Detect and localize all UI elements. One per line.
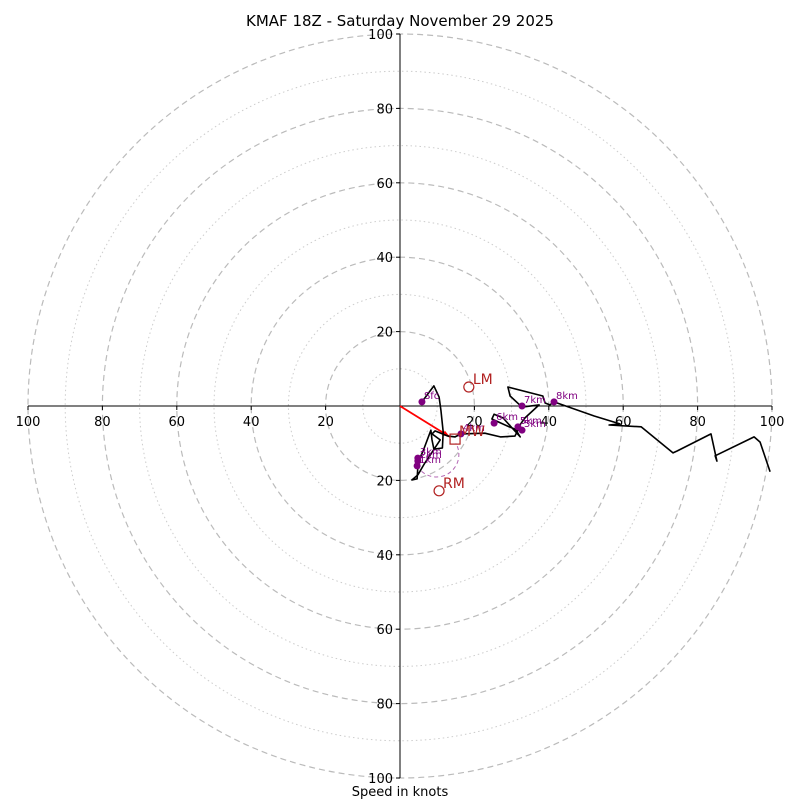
y-tick-label: 100 xyxy=(368,28,393,43)
storm-motion-mw-label: MW xyxy=(459,424,485,440)
y-tick-label: 100 xyxy=(368,772,393,787)
storm-motion-lm-marker xyxy=(463,381,475,393)
height-marker-Sfc xyxy=(418,398,426,406)
height-label-1km: 1km xyxy=(419,455,441,466)
storm-motion-mw-marker xyxy=(449,433,461,445)
height-label-5km: 5km xyxy=(524,419,546,430)
chart-title: KMAF 18Z - Saturday November 29 2025 xyxy=(246,12,554,30)
hodograph-trace xyxy=(411,385,771,481)
x-tick-label: 40 xyxy=(243,415,260,430)
storm-motion-lm-label: LM xyxy=(473,372,493,388)
x-tick-label: 100 xyxy=(16,415,41,430)
height-label-2km: 2km xyxy=(420,450,442,461)
storm-motion-rm-label: RM xyxy=(443,476,465,492)
x-tick-label: 100 xyxy=(760,415,785,430)
x-tick-label: 20 xyxy=(466,415,483,430)
height-label-5km: 5km xyxy=(520,416,542,427)
x-tick-label: 20 xyxy=(317,415,334,430)
x-axis-label: Speed in knots xyxy=(352,785,449,800)
y-tick-label: 60 xyxy=(376,623,393,638)
y-tick-label: 20 xyxy=(376,326,393,341)
height-marker-5km xyxy=(518,426,526,434)
height-label-4km: 4km xyxy=(463,423,485,434)
x-tick-label: 60 xyxy=(169,415,186,430)
y-tick-label: 80 xyxy=(376,698,393,713)
height-marker-3km xyxy=(414,454,422,462)
y-tick-label: 40 xyxy=(376,251,393,266)
height-marker-6km xyxy=(490,419,498,427)
x-tick-label: 80 xyxy=(94,415,111,430)
x-tick-label: 40 xyxy=(541,415,558,430)
y-tick-label: 80 xyxy=(376,102,393,117)
height-marker-8km xyxy=(550,398,558,406)
y-tick-label: 40 xyxy=(376,549,393,564)
height-label-8km: 8km xyxy=(556,391,578,402)
height-label-6km: 6km xyxy=(496,412,518,423)
shear-vector xyxy=(399,405,451,438)
storm-motion-rm-marker xyxy=(433,485,445,497)
y-tick-label: 20 xyxy=(376,474,393,489)
height-marker-7km xyxy=(518,402,526,410)
height-label-Sfc: Sfc xyxy=(424,391,439,402)
critical-angle-arc xyxy=(416,442,460,478)
height-label-7km: 7km xyxy=(524,395,546,406)
y-tick-label: 60 xyxy=(376,177,393,192)
height-label-3km: 3km xyxy=(420,447,442,458)
height-marker-4km xyxy=(457,430,465,438)
x-tick-label: 80 xyxy=(689,415,706,430)
